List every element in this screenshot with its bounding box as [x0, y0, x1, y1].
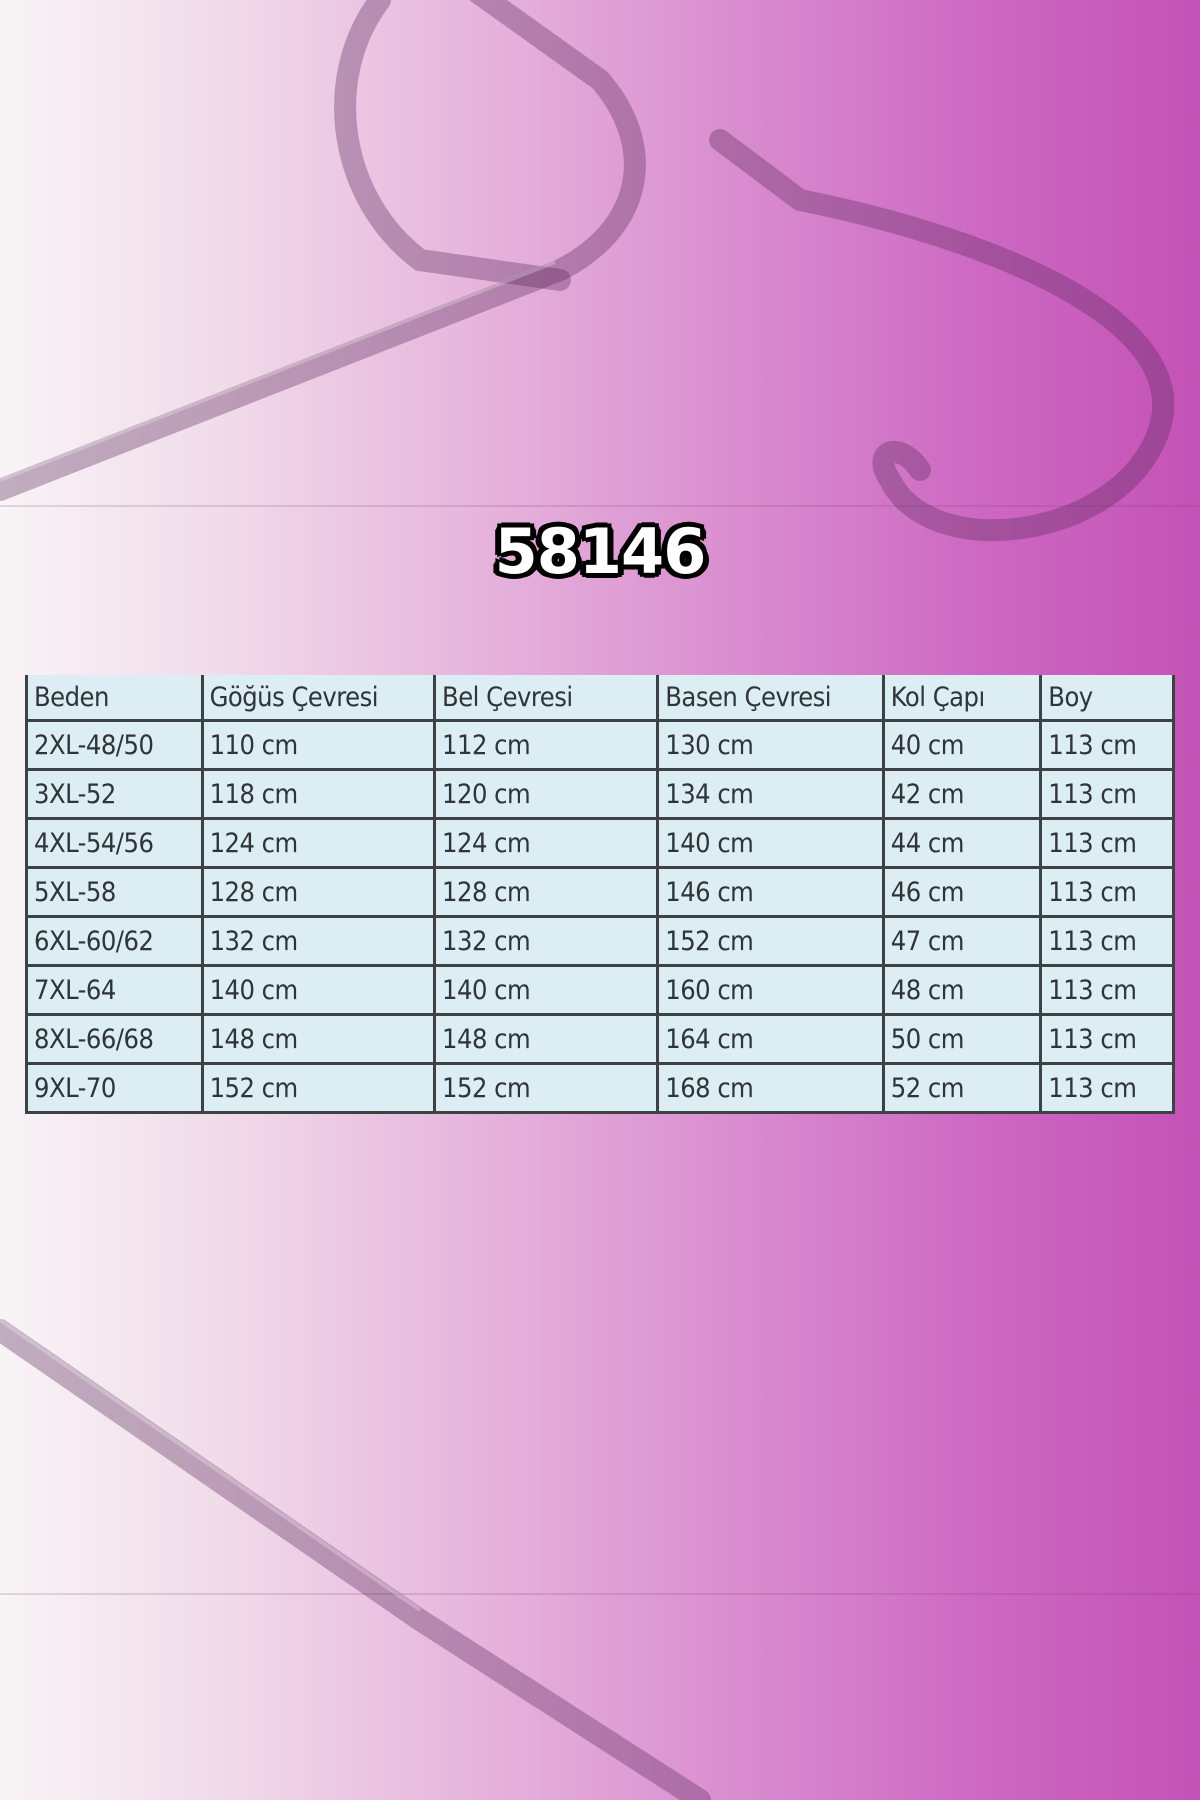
cell-hip: 146 cm	[657, 867, 885, 918]
cell-size: 6XL-60/62	[25, 916, 204, 967]
column-header-arm: Kol Çapı	[883, 675, 1043, 722]
hanger-loop-icon	[334, 0, 571, 291]
cell-waist: 140 cm	[434, 965, 660, 1016]
hanger-hook-icon	[709, 129, 1175, 541]
cell-arm: 44 cm	[883, 818, 1043, 869]
wood-plank-line	[0, 505, 1200, 507]
cell-chest: 110 cm	[202, 720, 437, 771]
cell-size: 7XL-64	[25, 965, 204, 1016]
cell-chest: 152 cm	[202, 1063, 437, 1114]
size-chart-table: Beden Göğüs Çevresi Bel Çevresi Basen Çevre…	[25, 675, 1175, 1114]
table-row: 4XL-54/56 124 cm 124 cm 140 cm 44 cm 113 cm	[25, 818, 1175, 869]
table-row: 6XL-60/62 132 cm 132 cm 152 cm 47 cm 113 cm	[25, 916, 1175, 967]
cell-chest: 118 cm	[202, 769, 437, 820]
cell-length: 113 cm	[1040, 965, 1175, 1016]
table-row: 9XL-70 152 cm 152 cm 168 cm 52 cm 113 cm	[25, 1063, 1175, 1114]
cell-hip: 168 cm	[657, 1063, 885, 1114]
cell-length: 113 cm	[1040, 916, 1175, 967]
cell-hip: 134 cm	[657, 769, 885, 820]
cell-size: 3XL-52	[25, 769, 204, 820]
column-header-size: Beden	[25, 675, 204, 722]
cell-arm: 42 cm	[883, 769, 1043, 820]
hanger-arm-lower-icon	[0, 1319, 711, 1800]
cell-length: 113 cm	[1040, 818, 1175, 869]
cell-hip: 152 cm	[657, 916, 885, 967]
cell-chest: 128 cm	[202, 867, 437, 918]
table-row: 3XL-52 118 cm 120 cm 134 cm 42 cm 113 cm	[25, 769, 1175, 820]
cell-hip: 130 cm	[657, 720, 885, 771]
cell-length: 113 cm	[1040, 720, 1175, 771]
cell-waist: 128 cm	[434, 867, 660, 918]
cell-arm: 52 cm	[883, 1063, 1043, 1114]
cell-waist: 112 cm	[434, 720, 660, 771]
cell-size: 8XL-66/68	[25, 1014, 204, 1065]
cell-waist: 148 cm	[434, 1014, 660, 1065]
cell-hip: 164 cm	[657, 1014, 885, 1065]
table-row: 7XL-64 140 cm 140 cm 160 cm 48 cm 113 cm	[25, 965, 1175, 1016]
cell-waist: 152 cm	[434, 1063, 660, 1114]
cell-size: 2XL-48/50	[25, 720, 204, 771]
column-header-length: Boy	[1040, 675, 1175, 722]
cell-size: 9XL-70	[25, 1063, 204, 1114]
product-code: 58146	[494, 515, 707, 588]
cell-length: 113 cm	[1040, 867, 1175, 918]
column-header-chest: Göğüs Çevresi	[202, 675, 437, 722]
cell-chest: 140 cm	[202, 965, 437, 1016]
cell-length: 113 cm	[1040, 769, 1175, 820]
cell-chest: 148 cm	[202, 1014, 437, 1065]
cell-arm: 47 cm	[883, 916, 1043, 967]
cell-chest: 124 cm	[202, 818, 437, 869]
cell-arm: 46 cm	[883, 867, 1043, 918]
cell-arm: 48 cm	[883, 965, 1043, 1016]
table-row: 2XL-48/50 110 cm 112 cm 130 cm 40 cm 113 cm	[25, 720, 1175, 771]
cell-waist: 124 cm	[434, 818, 660, 869]
cell-size: 5XL-58	[25, 867, 204, 918]
cell-hip: 140 cm	[657, 818, 885, 869]
cell-waist: 132 cm	[434, 916, 660, 967]
cell-hip: 160 cm	[657, 965, 885, 1016]
hanger-arm-icon	[0, 0, 646, 501]
cell-length: 113 cm	[1040, 1014, 1175, 1065]
table-header-row: Beden Göğüs Çevresi Bel Çevresi Basen Çevre…	[25, 675, 1175, 722]
cell-arm: 40 cm	[883, 720, 1043, 771]
column-header-waist: Bel Çevresi	[434, 675, 660, 722]
table-row: 5XL-58 128 cm 128 cm 146 cm 46 cm 113 cm	[25, 867, 1175, 918]
column-header-hip: Basen Çevresi	[657, 675, 885, 722]
cell-waist: 120 cm	[434, 769, 660, 820]
wood-plank-line	[0, 1593, 1200, 1595]
cell-arm: 50 cm	[883, 1014, 1043, 1065]
table-row: 8XL-66/68 148 cm 148 cm 164 cm 50 cm 113 cm	[25, 1014, 1175, 1065]
cell-chest: 132 cm	[202, 916, 437, 967]
cell-size: 4XL-54/56	[25, 818, 204, 869]
cell-length: 113 cm	[1040, 1063, 1175, 1114]
